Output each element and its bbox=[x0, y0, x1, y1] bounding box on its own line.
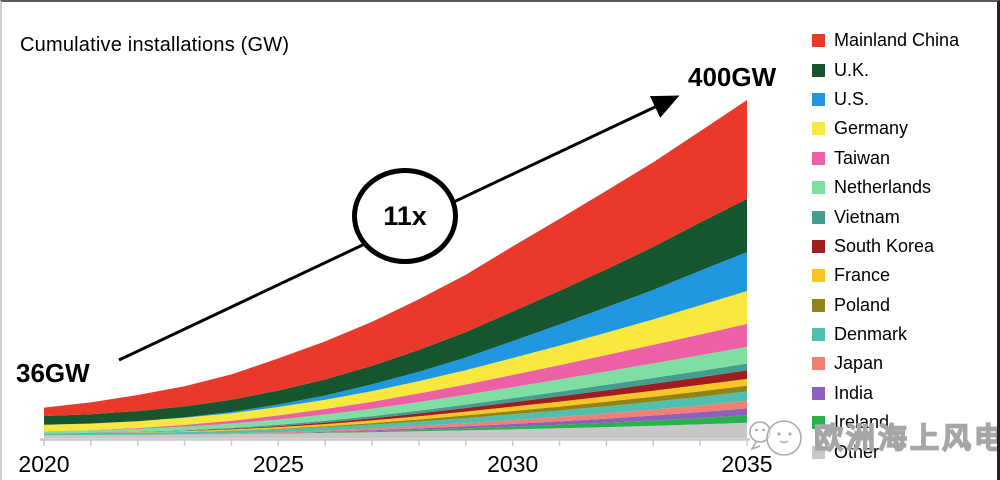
legend-label-mainland-china: Mainland China bbox=[834, 30, 960, 51]
legend-label-taiwan: Taiwan bbox=[834, 147, 891, 168]
legend-swatch-india bbox=[812, 386, 825, 400]
legend-swatch-japan bbox=[812, 357, 825, 371]
legend-item-vietnam: Vietnam bbox=[812, 202, 959, 231]
area-ireland bbox=[44, 415, 747, 436]
area-mainland-china bbox=[44, 100, 747, 416]
legend-swatch-denmark bbox=[812, 328, 825, 342]
legend-swatch-u-k bbox=[812, 63, 825, 77]
legend-swatch-mainland-china bbox=[812, 34, 825, 48]
legend: Mainland China U.K. U.S. Germany Taiwan Nethe… bbox=[812, 26, 959, 467]
area-denmark bbox=[44, 391, 747, 436]
legend-swatch-u-s bbox=[812, 92, 825, 106]
x-tick-label-2025: 2025 bbox=[252, 451, 304, 477]
legend-swatch-vietnam bbox=[812, 210, 825, 224]
legend-swatch-south-korea bbox=[812, 239, 825, 253]
x-tick-label-2030: 2030 bbox=[487, 451, 539, 477]
legend-item-germany: Germany bbox=[812, 114, 959, 143]
legend-label-japan: Japan bbox=[834, 353, 884, 374]
legend-swatch-other bbox=[812, 445, 825, 459]
area-other bbox=[44, 422, 747, 438]
growth-multiplier-label: 11x bbox=[383, 200, 427, 231]
legend-label-vietnam: Vietnam bbox=[834, 206, 900, 227]
legend-label-germany: Germany bbox=[834, 118, 909, 139]
legend-swatch-poland bbox=[812, 298, 825, 312]
legend-label-denmark: Denmark bbox=[834, 324, 908, 345]
legend-item-japan: Japan bbox=[812, 349, 959, 378]
legend-swatch-netherlands bbox=[812, 181, 825, 195]
legend-swatch-taiwan bbox=[812, 151, 825, 165]
legend-label-south-korea: South Korea bbox=[834, 235, 935, 256]
legend-item-india: India bbox=[812, 379, 959, 408]
legend-item-mainland-china: Mainland China bbox=[812, 26, 959, 55]
area-india bbox=[44, 408, 747, 436]
start-value-label: 36GW bbox=[16, 358, 90, 388]
x-axis bbox=[40, 438, 750, 446]
legend-label-india: India bbox=[834, 382, 874, 403]
x-tick-label-2035: 2035 bbox=[721, 451, 773, 477]
legend-label-u-s: U.S. bbox=[834, 88, 870, 109]
area-japan bbox=[44, 400, 747, 436]
legend-item-ireland: Ireland bbox=[812, 408, 959, 437]
legend-item-denmark: Denmark bbox=[812, 320, 959, 349]
legend-label-poland: Poland bbox=[834, 294, 891, 315]
legend-label-netherlands: Netherlands bbox=[834, 177, 932, 198]
legend-item-u-k: U.K. bbox=[812, 55, 959, 84]
legend-item-france: France bbox=[812, 261, 959, 290]
legend-swatch-ireland bbox=[812, 416, 825, 430]
legend-item-other: Other bbox=[812, 437, 959, 466]
chart-title: Cumulative installations (GW) bbox=[20, 34, 290, 56]
legend-item-poland: Poland bbox=[812, 291, 959, 320]
legend-label-france: France bbox=[834, 265, 891, 286]
legend-swatch-germany bbox=[812, 122, 825, 136]
stacked-areas bbox=[44, 100, 747, 438]
legend-label-ireland: Ireland bbox=[834, 412, 890, 433]
growth-multiplier-badge: 11x bbox=[352, 168, 458, 264]
end-value-label: 400GW bbox=[688, 62, 777, 92]
legend-item-netherlands: Netherlands bbox=[812, 173, 959, 202]
legend-label-u-k: U.K. bbox=[834, 59, 870, 80]
x-tick-label-2020: 2020 bbox=[18, 451, 70, 477]
legend-item-south-korea: South Korea bbox=[812, 232, 959, 261]
legend-label-other: Other bbox=[834, 441, 880, 462]
legend-item-u-s: U.S. bbox=[812, 85, 959, 114]
legend-swatch-france bbox=[812, 269, 825, 283]
legend-item-taiwan: Taiwan bbox=[812, 144, 959, 173]
